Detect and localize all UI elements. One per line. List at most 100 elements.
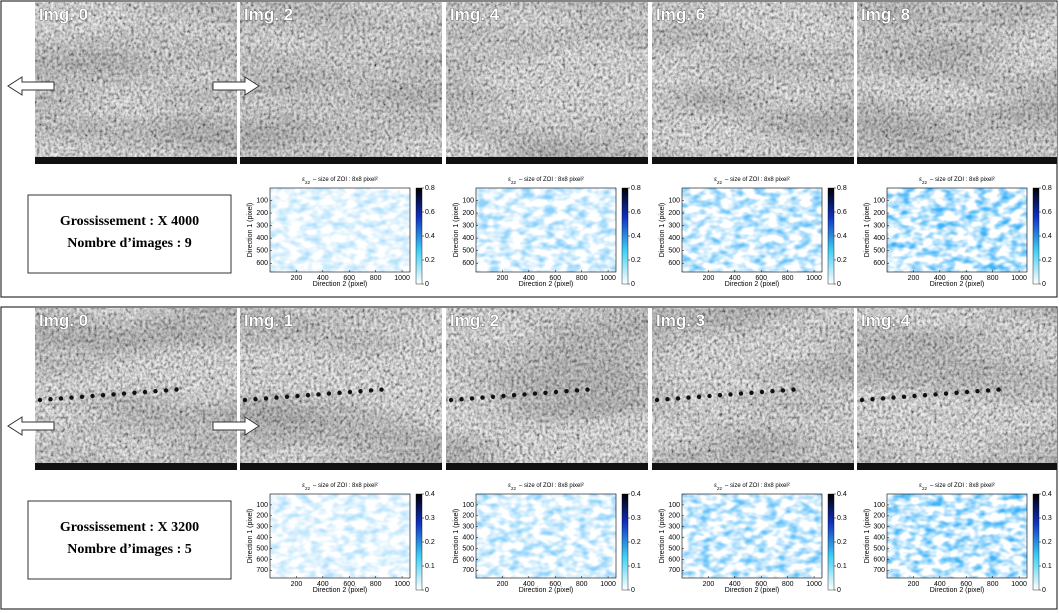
y-tick-label: 400 <box>873 534 885 541</box>
scale-bar <box>652 463 854 470</box>
crack-dot <box>543 390 548 395</box>
scale-bar <box>446 463 648 470</box>
colorbar-tick-label: 0.6 <box>1042 209 1052 216</box>
y-tick-label: 600 <box>873 260 885 267</box>
colorbar-tick-label: 0.2 <box>425 257 435 264</box>
x-tick-label: 600 <box>343 581 355 588</box>
image-label: Img. 0 <box>39 5 88 24</box>
colorbar-tick-label: 0.2 <box>631 257 641 264</box>
y-tick-label: 500 <box>462 545 474 552</box>
y-axis-label: Direction 1 (pixel) <box>453 203 460 257</box>
y-axis-label: Direction 1 (pixel) <box>453 509 460 563</box>
crack-dot <box>770 389 775 394</box>
y-tick-label: 100 <box>668 197 680 204</box>
x-tick-label: 1000 <box>1011 275 1027 282</box>
colorbar-tick-label: 0.8 <box>631 185 641 192</box>
x-axis-label: Direction 2 (pixel) <box>313 587 367 594</box>
crack-dot <box>368 388 374 393</box>
colorbar-tick-label: 0.2 <box>1042 539 1052 546</box>
crack-dot <box>985 388 991 393</box>
x-tick-label: 600 <box>960 275 972 282</box>
y-axis-label: Direction 1 (pixel) <box>247 509 254 563</box>
info-box <box>27 194 232 274</box>
map-title-text: – size of ZOI : 8x8 pixel² <box>725 177 790 183</box>
y-axis-label: Direction 1 (pixel) <box>659 509 666 563</box>
colorbar-tick-label: 0 <box>425 281 429 288</box>
x-tick-label: 200 <box>908 581 920 588</box>
info-line: Grossissement : X 4000 <box>60 214 199 229</box>
crack-dot <box>791 387 796 392</box>
strain-field <box>270 494 410 578</box>
colorbar-tick-label: 0.4 <box>631 491 641 498</box>
map-title: ε22– size of ZOI : 8x8 pixel² <box>508 177 583 185</box>
colorbar-tick-label: 0.8 <box>837 185 847 192</box>
image-label: Img. 2 <box>244 5 293 24</box>
x-tick-label: 600 <box>960 581 972 588</box>
crack-dot <box>532 391 538 396</box>
colorbar-tick-label: 0.4 <box>1042 233 1052 240</box>
x-tick-label: 1000 <box>600 275 616 282</box>
arrow <box>7 416 55 436</box>
crack-dot <box>153 389 158 394</box>
map-title-subscript: 22 <box>922 180 928 185</box>
colorbar-tick-label: 0.4 <box>837 233 847 240</box>
x-tick-label: 200 <box>291 581 303 588</box>
crack-dot <box>749 390 754 395</box>
info-line: Nombre d’images : 5 <box>67 542 192 557</box>
crack-dot <box>347 389 353 395</box>
x-tick-label: 1000 <box>806 581 822 588</box>
y-tick-label: 200 <box>256 210 268 217</box>
colorbar-tick-label: 0.4 <box>425 491 435 498</box>
crack-dot <box>912 393 917 399</box>
map-frame <box>886 493 1028 579</box>
map-title-symbol: ε <box>714 483 717 489</box>
image-label: Img. 1 <box>244 311 293 330</box>
x-tick-label: 600 <box>549 581 561 588</box>
crack-dot <box>274 395 279 400</box>
colorbar <box>827 493 835 591</box>
crack-dot <box>585 387 590 392</box>
colorbar <box>621 493 629 591</box>
colorbar-tick-label: 0.2 <box>837 257 847 264</box>
y-tick-label: 400 <box>256 534 268 541</box>
x-tick-label: 200 <box>703 581 715 588</box>
y-axis-label: Direction 1 (pixel) <box>659 203 666 257</box>
crack-dot <box>480 395 485 400</box>
y-tick-label: 400 <box>873 235 885 242</box>
map-title-subscript: 22 <box>511 180 517 185</box>
colorbar-tick-label: 0.8 <box>1042 185 1052 192</box>
map-title: ε22– size of ZOI : 8x8 pixel² <box>919 177 994 185</box>
map-title-symbol: ε <box>508 483 511 489</box>
colorbar <box>1032 187 1040 285</box>
colorbar-tick-label: 0.3 <box>1042 515 1052 522</box>
x-axis-label: Direction 2 (pixel) <box>313 281 367 288</box>
scale-bar <box>240 463 442 470</box>
crack-dot <box>501 393 506 399</box>
y-tick-label: 100 <box>668 502 680 509</box>
x-axis-label: Direction 2 (pixel) <box>519 587 573 594</box>
colorbar-tick-label: 0.6 <box>631 209 641 216</box>
crack-dot <box>522 392 527 397</box>
crack-dot <box>870 397 875 402</box>
map-frame <box>681 493 823 579</box>
y-tick-label: 600 <box>668 556 680 563</box>
image-label: Img. 4 <box>450 5 500 24</box>
info-line: Nombre d’images : 9 <box>67 236 192 251</box>
crack-dot <box>58 396 64 401</box>
x-tick-label: 200 <box>908 275 920 282</box>
crack-dot <box>564 389 569 394</box>
crack-dot <box>654 397 660 403</box>
y-tick-label: 500 <box>873 248 885 255</box>
x-tick-label: 800 <box>987 275 999 282</box>
micrograph-band <box>446 2 648 164</box>
x-tick-label: 1000 <box>1011 581 1027 588</box>
y-tick-label: 200 <box>462 513 474 520</box>
y-tick-label: 500 <box>256 545 268 552</box>
x-tick-label: 200 <box>497 275 509 282</box>
map-title-subscript: 22 <box>305 486 311 491</box>
y-tick-label: 500 <box>256 248 268 255</box>
x-tick-label: 600 <box>755 581 767 588</box>
colorbar <box>1032 493 1040 591</box>
crack-dot <box>142 389 148 395</box>
y-tick-label: 200 <box>668 210 680 217</box>
